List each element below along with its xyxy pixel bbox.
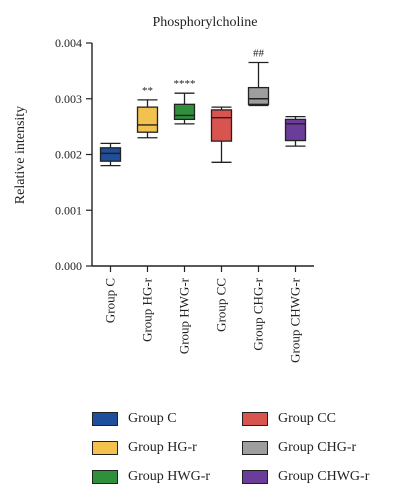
legend-item: Group HG-r	[92, 439, 197, 457]
significance-marker: ##	[253, 48, 265, 60]
x-tick-label: Group HG-r	[140, 277, 155, 342]
legend-item: Group CHWG-r	[242, 468, 369, 486]
y-tick-label: 0.002	[55, 148, 82, 162]
legend-label: Group HWG-r	[128, 469, 211, 484]
x-tick-label: Group CHWG-r	[288, 277, 303, 363]
significance-marker: ****	[174, 78, 196, 90]
box	[173, 103, 196, 121]
y-axis-label: Relative intensity	[13, 106, 28, 204]
y-tick-label: 0.004	[55, 36, 82, 50]
significance-marker: **	[142, 85, 153, 97]
x-tick-label: Group C	[103, 278, 118, 323]
box	[210, 109, 233, 142]
legend-swatch	[242, 412, 268, 426]
legend: Group C Group CC Group HG-r Group CHG-r …	[92, 410, 392, 492]
legend-item: Group CC	[242, 410, 336, 428]
x-tick-label: Group CHG-r	[251, 277, 266, 350]
legend-label: Group CHG-r	[278, 440, 357, 455]
legend-swatch	[242, 470, 268, 484]
legend-swatch	[92, 441, 118, 455]
box	[247, 86, 270, 105]
legend-item: Group CHG-r	[242, 439, 356, 457]
legend-label: Group CC	[278, 411, 336, 426]
legend-item: Group HWG-r	[92, 468, 210, 486]
legend-swatch	[92, 412, 118, 426]
box	[99, 147, 122, 162]
box	[136, 106, 159, 133]
chart-title: Phosphorylcholine	[153, 15, 258, 30]
x-tick-label: Group HWG-r	[177, 277, 192, 354]
y-tick-label: 0.000	[55, 259, 82, 273]
y-tick-label: 0.001	[55, 203, 82, 217]
x-tick-label: Group CC	[214, 278, 229, 332]
legend-label: Group C	[128, 411, 177, 426]
legend-label: Group HG-r	[128, 440, 197, 455]
legend-item: Group C	[92, 410, 177, 428]
y-tick-label: 0.003	[55, 92, 82, 106]
legend-swatch	[242, 441, 268, 455]
box	[284, 118, 307, 142]
legend-label: Group CHWG-r	[278, 469, 370, 484]
legend-swatch	[92, 470, 118, 484]
